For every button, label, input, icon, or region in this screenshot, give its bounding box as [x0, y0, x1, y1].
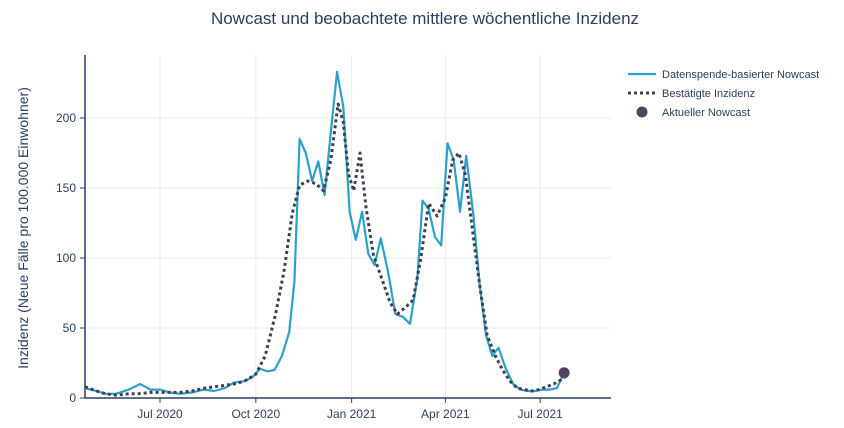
- series-group: [84, 70, 570, 397]
- legend-label: Aktueller Nowcast: [662, 107, 750, 119]
- gridlines: [85, 55, 611, 398]
- current-nowcast-marker: [558, 367, 570, 379]
- confirmed-incidence-line: [84, 102, 570, 397]
- axes: Jul 2020 Oct 2020 Jan 2021 Apr 2021 Jul 2021…: [56, 55, 611, 421]
- x-tick-label: Apr 2021: [421, 407, 470, 421]
- legend[interactable]: Datenspende-basierter Nowcast Bestätigte …: [628, 69, 819, 119]
- y-axis-label: Inzidenz (Neue Fälle pro 100.000 Einwohn…: [15, 87, 31, 369]
- legend-item[interactable]: Bestätigte Inzidenz: [628, 88, 755, 100]
- x-tick-label: Jul 2021: [517, 407, 563, 421]
- x-tick-label: Jul 2020: [137, 407, 183, 421]
- legend-swatch-marker: [636, 106, 648, 118]
- x-tick-label: Oct 2020: [231, 407, 280, 421]
- y-tick-label: 50: [63, 321, 77, 335]
- y-tick-label: 200: [56, 111, 76, 125]
- legend-label: Bestätigte Inzidenz: [662, 88, 755, 100]
- x-tick-label: Jan 2021: [327, 407, 377, 421]
- legend-label: Datenspende-basierter Nowcast: [662, 69, 819, 81]
- legend-item[interactable]: Datenspende-basierter Nowcast: [628, 69, 819, 81]
- y-tick-label: 0: [69, 391, 76, 405]
- y-tick-label: 100: [56, 251, 76, 265]
- chart-title: Nowcast und beobachtete mittlere wöchent…: [211, 9, 639, 28]
- legend-item[interactable]: Aktueller Nowcast: [636, 106, 751, 120]
- y-tick-label: 150: [56, 181, 76, 195]
